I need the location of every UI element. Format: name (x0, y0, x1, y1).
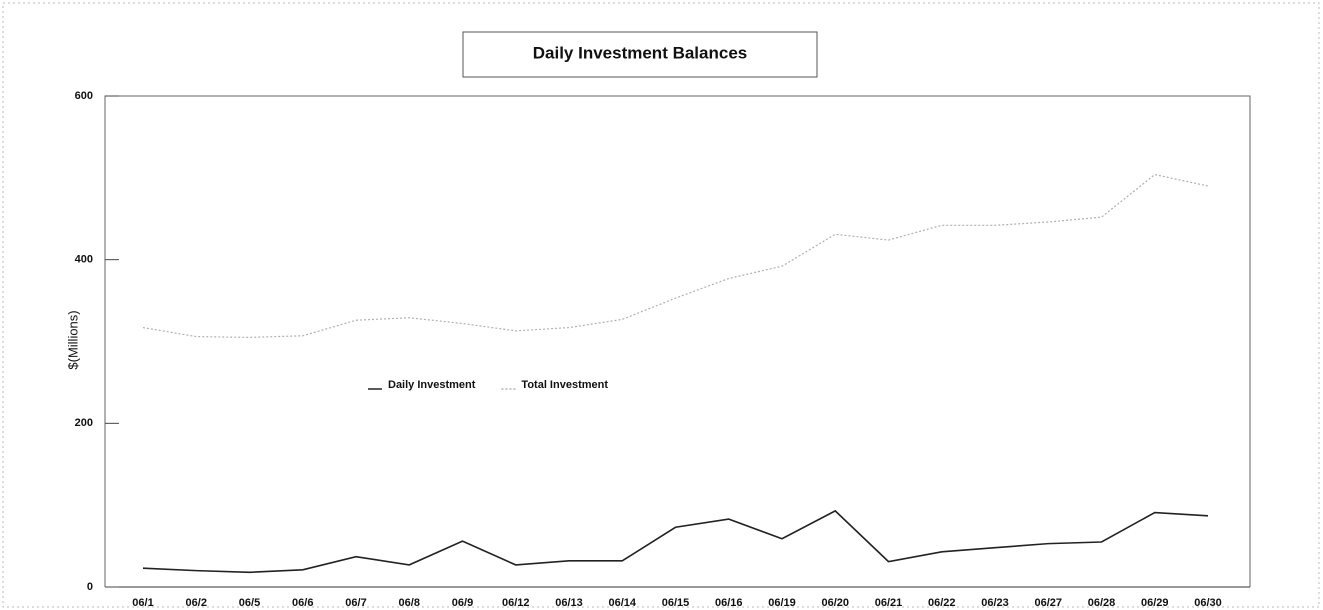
y-tick-label: 600 (75, 90, 93, 102)
x-tick-label: 06/7 (345, 597, 366, 609)
plot-frame (104, 95, 1251, 587)
series-line (142, 509, 1209, 574)
x-tick-label: 06/28 (1088, 597, 1116, 609)
y-tick-label: 200 (75, 417, 93, 429)
x-tick-label: 06/12 (502, 597, 530, 609)
x-tick-label: 06/19 (768, 597, 796, 609)
x-tick-label: 06/5 (239, 597, 260, 609)
title-box (462, 31, 818, 78)
x-tick-label: 06/15 (662, 597, 690, 609)
x-tick-label: 06/29 (1141, 597, 1169, 609)
x-tick-label: 06/27 (1034, 597, 1062, 609)
x-tick-label: 06/1 (132, 597, 153, 609)
x-tick-label: 06/6 (292, 597, 313, 609)
x-tick-label: 06/16 (715, 597, 743, 609)
legend-label: Total Investment (521, 379, 608, 391)
x-tick-label: 06/9 (452, 597, 473, 609)
series-line (142, 173, 1209, 339)
x-tick-label: 06/2 (186, 597, 207, 609)
x-tick-label: 06/23 (981, 597, 1009, 609)
x-tick-label: 06/14 (608, 597, 636, 609)
x-tick-label: 06/30 (1194, 597, 1222, 609)
x-tick-label: 06/20 (821, 597, 849, 609)
x-tick-label: 06/13 (555, 597, 583, 609)
y-tick-label: 400 (75, 254, 93, 266)
x-tick-label: 06/21 (875, 597, 903, 609)
chart-title: Daily Investment Balances (533, 43, 747, 62)
legend-label: Daily Investment (388, 379, 476, 391)
x-tick-label: 06/8 (399, 597, 420, 609)
y-axis-title: $(Millions) (65, 310, 80, 369)
x-tick-label: 06/22 (928, 597, 956, 609)
y-tick-label: 0 (87, 581, 93, 593)
